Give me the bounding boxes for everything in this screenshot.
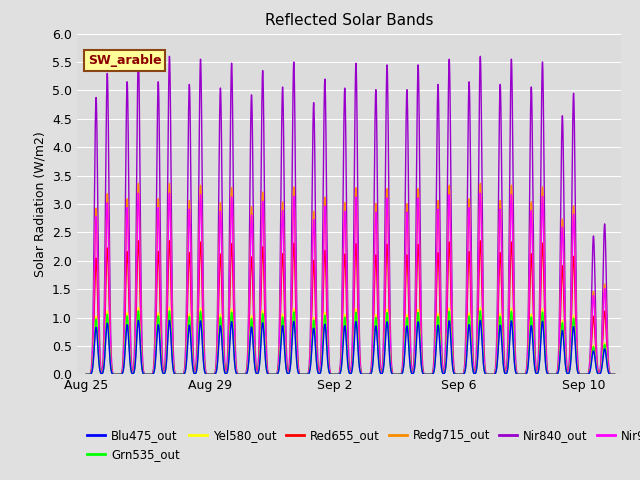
Text: SW_arable: SW_arable	[88, 54, 161, 67]
Y-axis label: Solar Radiation (W/m2): Solar Radiation (W/m2)	[33, 131, 46, 277]
Title: Reflected Solar Bands: Reflected Solar Bands	[264, 13, 433, 28]
Legend: Blu475_out, Grn535_out, Yel580_out, Red655_out, Redg715_out, Nir840_out, Nir945_: Blu475_out, Grn535_out, Yel580_out, Red6…	[83, 425, 640, 466]
